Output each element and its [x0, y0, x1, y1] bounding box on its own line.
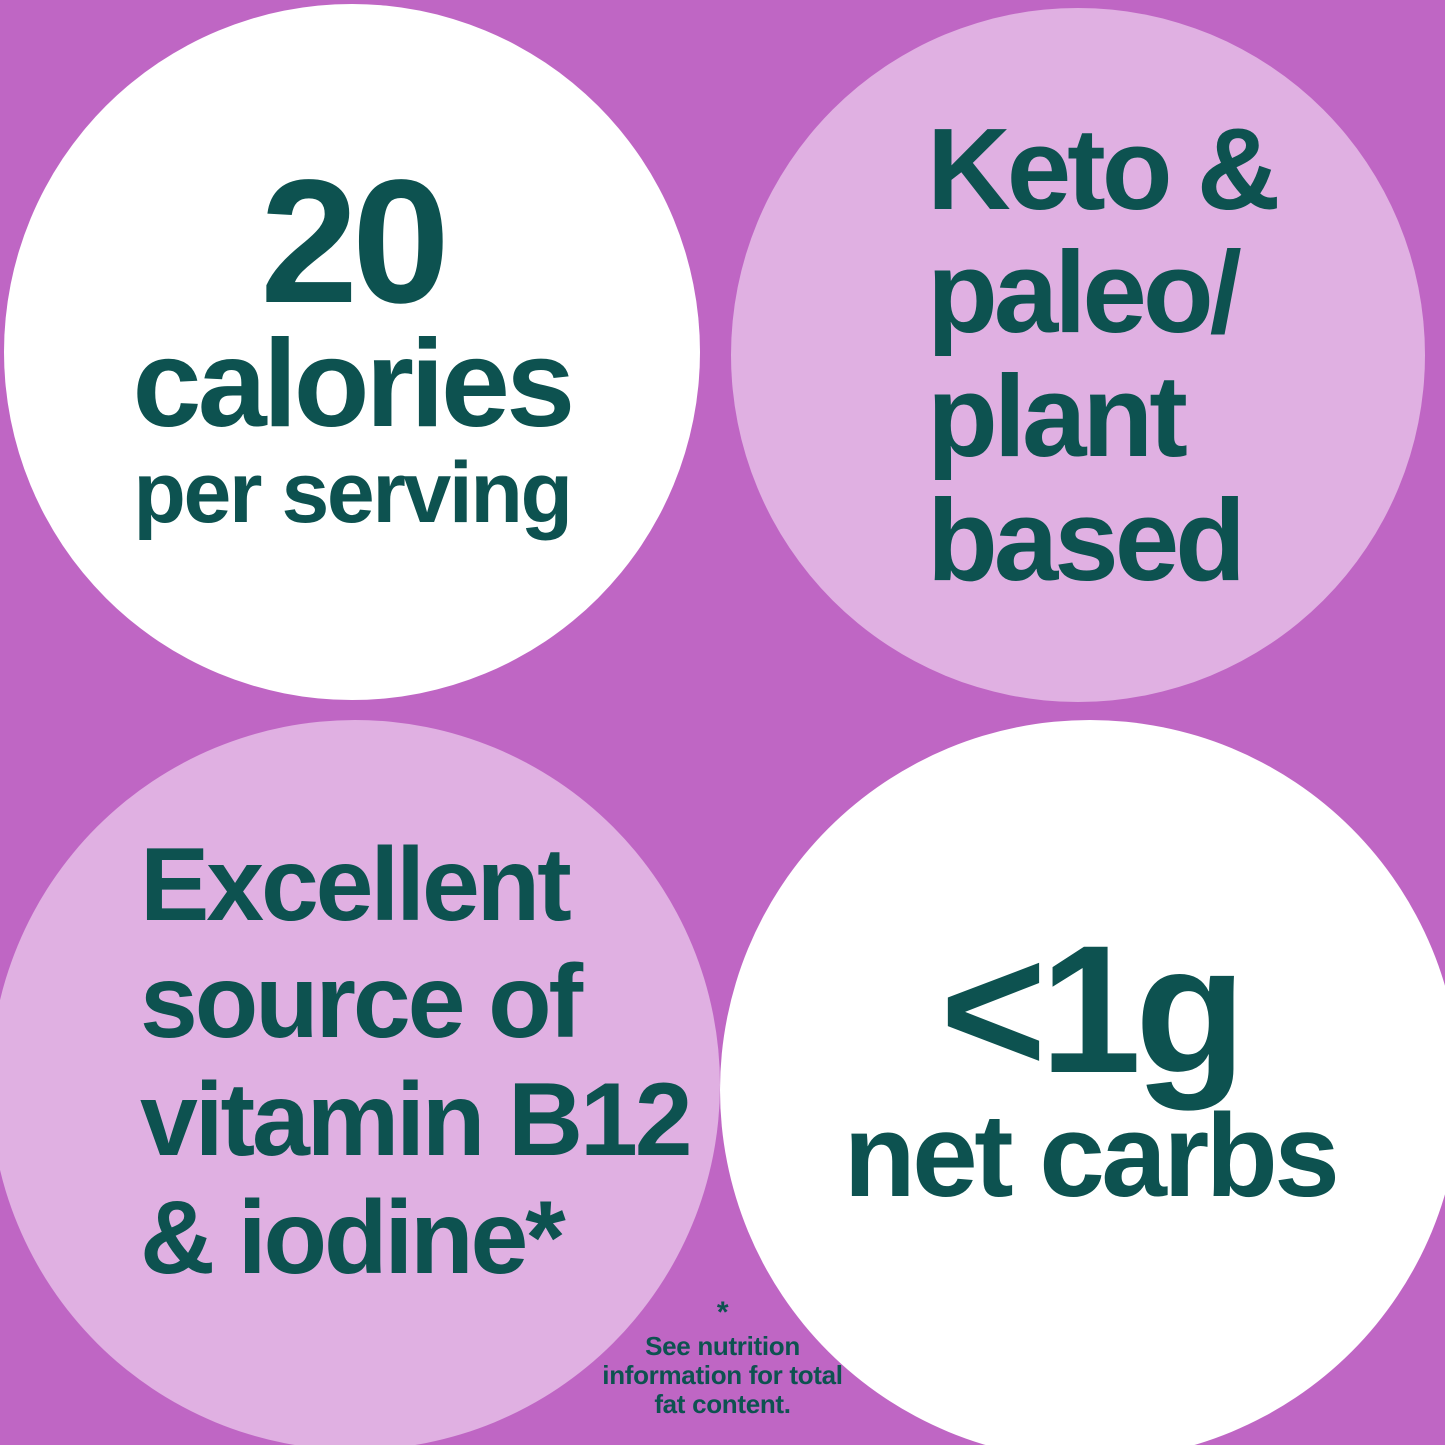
badge-nutrients: Excellent source of vitamin B12 & iodine… [0, 720, 720, 1445]
nutrients-line-4: & iodine* [140, 1179, 566, 1296]
footnote-line-2: information for total [602, 1359, 843, 1390]
calories-unit: calories [132, 315, 576, 454]
nutrients-line-3: vitamin B12 [140, 1062, 693, 1178]
calories-qualifier: per serving [133, 445, 573, 542]
calories-number: 20 [260, 143, 450, 340]
footnote: * See nutrition information for total fa… [0, 1295, 1445, 1419]
diet-line-1: Keto & [927, 103, 1280, 234]
net-carbs-label: net carbs [843, 1089, 1340, 1222]
badge-net-carbs: <1g net carbs [720, 720, 1445, 1445]
nutrients-line-2: source of [140, 944, 583, 1061]
diet-line-2: paleo/ [927, 227, 1242, 358]
nutrients-line-1: Excellent [140, 826, 572, 943]
badge-diet: Keto & paleo/ plant based [731, 8, 1425, 702]
badge-calories: 20 calories per serving [4, 4, 700, 700]
footnote-asterisk: * [716, 1295, 729, 1329]
footnote-line-1: See nutrition [645, 1330, 800, 1361]
diet-line-4: based [927, 474, 1246, 605]
net-carbs-amount: <1g [940, 906, 1246, 1111]
footnote-line-3: fat content. [654, 1388, 791, 1419]
diet-line-3: plant [927, 351, 1188, 481]
